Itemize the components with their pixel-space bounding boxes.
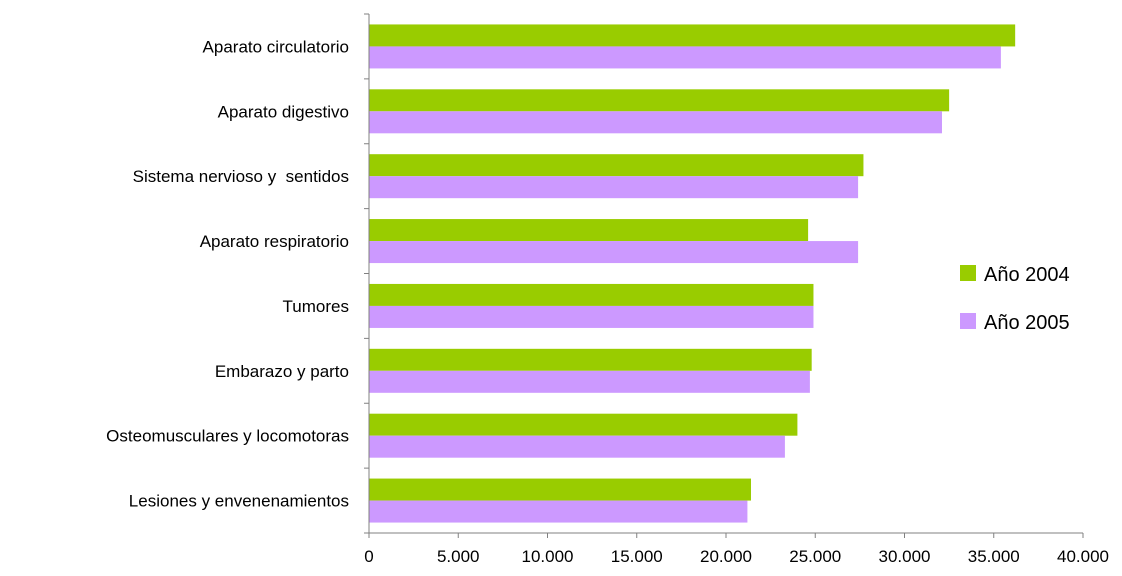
- bar-año-2004-0: [369, 24, 1016, 47]
- legend-swatch: [960, 265, 976, 281]
- category-label: Embarazo y parto: [215, 362, 349, 381]
- bar-año-2005-5: [369, 370, 810, 393]
- bar-año-2004-2: [369, 154, 864, 177]
- x-tick-label: 40.000: [1057, 547, 1109, 566]
- bar-año-2004-3: [369, 219, 809, 242]
- x-tick-label: 5.000: [437, 547, 480, 566]
- legend: Año 2004 Año 2005: [960, 264, 1070, 334]
- category-label: Aparato circulatorio: [203, 37, 349, 56]
- x-tick-label: 15.000: [611, 547, 663, 566]
- bar-año-2004-4: [369, 283, 814, 306]
- bar-año-2004-5: [369, 348, 812, 371]
- bar-año-2004-6: [369, 413, 798, 436]
- x-tick-label: 30.000: [879, 547, 931, 566]
- legend-label: Año 2005: [984, 312, 1070, 334]
- bar-año-2004-7: [369, 478, 751, 501]
- legend-swatch: [960, 313, 976, 329]
- bar-año-2005-6: [369, 435, 785, 458]
- category-label: Aparato respiratorio: [200, 232, 349, 251]
- x-tick-label: 25.000: [789, 547, 841, 566]
- x-tick-label: 35.000: [968, 547, 1020, 566]
- category-label: Osteomusculares y locomotoras: [106, 427, 349, 446]
- category-label: Tumores: [283, 297, 349, 316]
- bar-año-2005-0: [369, 46, 1001, 69]
- axes-layer: Aparato circulatorio Aparato digestivo Sis…: [106, 13, 1109, 566]
- bar-año-2005-3: [369, 241, 859, 264]
- bar-año-2005-7: [369, 500, 748, 523]
- x-tick-label: 0: [364, 547, 373, 566]
- legend-label: Año 2004: [984, 264, 1070, 286]
- bars-layer: [369, 24, 1016, 523]
- x-tick-label: 20.000: [700, 547, 752, 566]
- category-label: Aparato digestivo: [218, 102, 349, 121]
- category-label: Sistema nervioso y sentidos: [133, 167, 349, 186]
- bar-año-2004-1: [369, 89, 950, 112]
- category-label: Lesiones y envenenamientos: [129, 492, 349, 511]
- bar-año-2005-2: [369, 176, 859, 199]
- bar-año-2005-1: [369, 111, 942, 134]
- x-tick-label: 10.000: [522, 547, 574, 566]
- bar-año-2005-4: [369, 305, 814, 328]
